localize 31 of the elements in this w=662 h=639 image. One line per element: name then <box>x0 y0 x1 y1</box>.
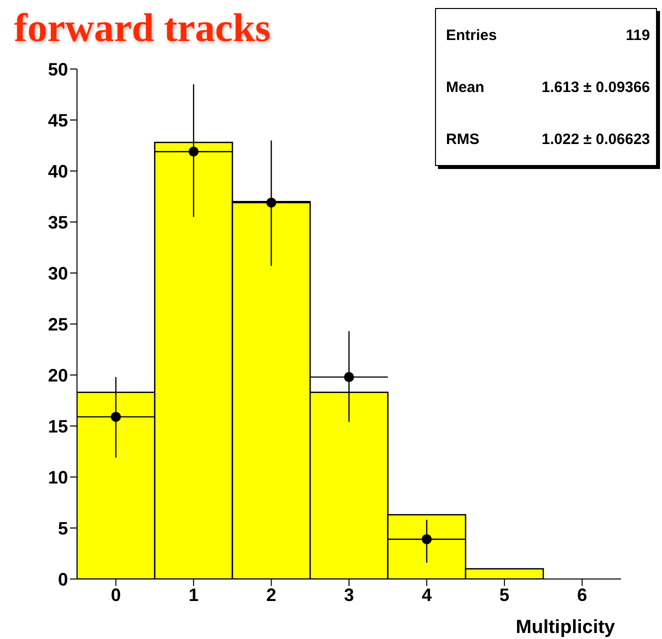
x-tick-label: 4 <box>422 584 432 605</box>
text: Entries <box>446 26 497 44</box>
y-tick-label: 45 <box>48 110 68 130</box>
y-tick-label: 10 <box>48 467 68 488</box>
point <box>188 146 199 157</box>
x-tick-label: 1 <box>188 584 199 605</box>
chart-title: forward tracks <box>14 4 271 52</box>
y-tick-label: 0 <box>58 569 68 590</box>
annotation: RMS <box>446 130 480 148</box>
y-tick-label: 30 <box>48 263 68 284</box>
y-tick-label: 50 <box>48 59 68 80</box>
x-axis-title: Multiplicity <box>516 617 616 638</box>
x-tick-label: 5 <box>499 584 510 605</box>
annotation: Mean <box>446 78 484 96</box>
x-tick-label: 6 <box>577 584 588 605</box>
y-tick-label: 5 <box>58 518 68 538</box>
y-tick-label: 20 <box>48 365 68 386</box>
point <box>110 412 121 422</box>
text: 119 <box>626 26 650 44</box>
y-tick-label: 35 <box>48 212 68 232</box>
annotation: 1.613 ± 0.09366 <box>542 78 650 96</box>
x-tick-label: 0 <box>110 584 121 605</box>
y-tick-label: 15 <box>48 416 68 436</box>
y-tick-label: 25 <box>48 314 68 334</box>
x-tick-label: 3 <box>344 584 354 605</box>
point <box>266 198 276 208</box>
point <box>344 372 354 382</box>
point <box>422 534 432 544</box>
annotation: 1.022 ± 0.06623 <box>542 130 650 148</box>
y-tick-label: 40 <box>48 161 68 182</box>
x-tick-label: 2 <box>266 584 276 605</box>
